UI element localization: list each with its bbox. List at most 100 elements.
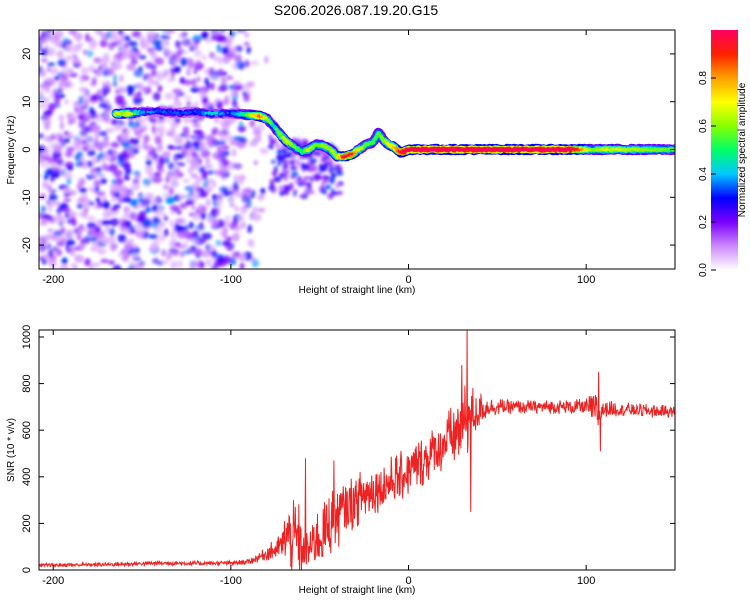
noise-speck bbox=[48, 248, 54, 258]
noise-speck bbox=[219, 30, 226, 33]
noise-speck bbox=[135, 82, 144, 88]
noise-speck bbox=[47, 228, 54, 233]
transition-speck bbox=[277, 157, 284, 163]
noise-speck bbox=[94, 137, 99, 147]
colorbar-tick-label: 0.8 bbox=[698, 71, 709, 85]
noise-speck bbox=[170, 231, 176, 238]
noise-speck bbox=[172, 88, 183, 94]
ridge-cell bbox=[294, 145, 297, 148]
ridge-cell bbox=[205, 111, 208, 114]
noise-speck bbox=[184, 185, 194, 191]
noise-speck bbox=[129, 225, 136, 231]
transition-speck bbox=[310, 175, 314, 183]
noise-speck bbox=[239, 254, 247, 261]
noise-speck bbox=[173, 100, 183, 109]
noise-speck bbox=[209, 75, 220, 81]
noise-speck bbox=[170, 72, 175, 80]
noise-speck bbox=[91, 77, 97, 86]
noise-speck bbox=[218, 140, 227, 146]
transition-speck bbox=[301, 180, 305, 186]
noise-speck bbox=[127, 91, 134, 96]
noise-speck bbox=[224, 94, 229, 103]
noise-speck bbox=[216, 255, 225, 263]
transition-speck bbox=[282, 190, 290, 196]
noise-speck bbox=[251, 259, 259, 268]
noise-speck bbox=[155, 126, 166, 134]
transition-speck bbox=[269, 138, 277, 145]
noise-speck bbox=[202, 181, 208, 189]
noise-speck bbox=[190, 173, 198, 178]
noise-speck bbox=[85, 174, 95, 180]
noise-speck bbox=[114, 40, 123, 46]
y-tick-label: -20 bbox=[21, 237, 33, 253]
spectrogram-y-label: Frequency (Hz) bbox=[6, 116, 17, 185]
noise-speck bbox=[231, 183, 240, 193]
ridge-cell bbox=[150, 110, 153, 113]
ridge-cell bbox=[181, 111, 184, 115]
noise-speck bbox=[200, 250, 210, 258]
noise-speck bbox=[170, 260, 177, 269]
noise-speck bbox=[103, 135, 109, 141]
noise-speck bbox=[107, 155, 112, 162]
noise-speck bbox=[205, 258, 213, 267]
noise-speck bbox=[128, 238, 135, 244]
colorbar-tick-label: 0.2 bbox=[698, 215, 709, 229]
ridge-cell bbox=[195, 111, 198, 114]
noise-speck bbox=[166, 132, 174, 137]
noise-speck bbox=[206, 82, 211, 90]
noise-speck bbox=[50, 176, 55, 183]
noise-speck bbox=[173, 65, 181, 74]
noise-speck bbox=[165, 176, 170, 184]
noise-speck bbox=[149, 199, 156, 205]
noise-speck bbox=[244, 59, 250, 68]
noise-speck bbox=[51, 146, 56, 152]
noise-speck bbox=[245, 187, 252, 194]
noise-speck bbox=[186, 100, 192, 107]
noise-speck bbox=[84, 258, 92, 267]
noise-speck bbox=[239, 205, 248, 215]
noise-speck bbox=[97, 248, 107, 255]
noise-speck bbox=[163, 228, 169, 237]
noise-speck bbox=[189, 232, 198, 238]
transition-speck bbox=[320, 184, 325, 190]
noise-speck bbox=[230, 88, 238, 97]
noise-speck bbox=[131, 126, 139, 131]
noise-speck bbox=[59, 62, 67, 67]
noise-speck bbox=[54, 96, 61, 105]
noise-speck bbox=[144, 144, 154, 152]
noise-speck bbox=[182, 178, 190, 183]
noise-speck bbox=[93, 180, 102, 187]
ridge-cell bbox=[271, 123, 274, 126]
noise-speck bbox=[200, 213, 206, 221]
noise-speck bbox=[109, 243, 118, 252]
noise-speck bbox=[144, 165, 153, 174]
noise-speck bbox=[205, 102, 213, 108]
noise-speck bbox=[193, 68, 198, 74]
noise-speck bbox=[63, 173, 69, 179]
noise-speck bbox=[130, 58, 138, 65]
snr-y-label: SNR (10 * v/v) bbox=[6, 418, 17, 482]
noise-speck bbox=[126, 40, 136, 47]
noise-speck bbox=[241, 194, 251, 204]
noise-speck bbox=[47, 206, 53, 213]
noise-speck bbox=[203, 232, 212, 240]
noise-speck bbox=[84, 227, 89, 233]
noise-speck bbox=[46, 66, 51, 73]
noise-speck bbox=[68, 30, 77, 35]
colorbar-label: Normalized spectral amplitude bbox=[737, 82, 748, 217]
noise-speck bbox=[221, 159, 230, 167]
noise-speck bbox=[191, 78, 197, 87]
noise-speck bbox=[247, 224, 253, 234]
x-tick-label: -200 bbox=[42, 274, 64, 286]
noise-speck bbox=[112, 58, 122, 66]
noise-speck bbox=[118, 217, 126, 226]
transition-speck bbox=[279, 189, 285, 197]
noise-speck bbox=[91, 156, 97, 166]
noise-speck bbox=[39, 220, 49, 226]
noise-speck bbox=[66, 178, 72, 185]
noise-speck bbox=[176, 230, 186, 239]
noise-speck bbox=[166, 30, 176, 34]
noise-speck bbox=[129, 137, 135, 144]
x-tick-label: -100 bbox=[220, 274, 242, 286]
noise-speck bbox=[207, 138, 212, 148]
